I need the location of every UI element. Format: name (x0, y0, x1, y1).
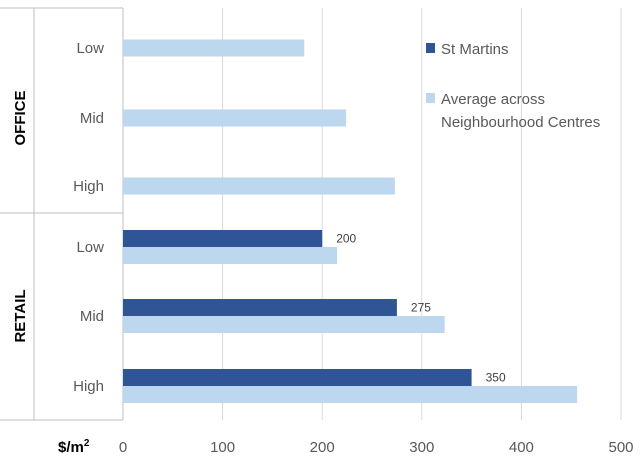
group-label: OFFICE (12, 91, 29, 146)
legend-swatch-st-martins (426, 43, 435, 53)
category-label: High (73, 178, 104, 195)
x-tick-label: 100 (210, 439, 235, 456)
data-label: 275 (411, 301, 431, 315)
category-label: Low (76, 239, 104, 256)
category-labels: Low Mid High Low Mid High (73, 40, 104, 395)
x-tick-label: 0 (119, 439, 127, 456)
bars: 200 275 350 (123, 39, 578, 403)
legend-label-st-martins: St Martins (441, 41, 509, 58)
bar-average (123, 386, 578, 403)
legend: St Martins Average across Neighbourhood Ce… (426, 41, 600, 131)
x-tick-labels: 0 100 200 300 400 500 (119, 439, 634, 456)
x-unit-label: $/m2 (58, 438, 90, 456)
x-tick-label: 400 (509, 439, 534, 456)
bar-average (123, 109, 347, 127)
bar-average (123, 177, 395, 195)
category-label: Mid (80, 308, 104, 325)
category-label: Mid (80, 110, 104, 127)
bar-st-martins (123, 369, 472, 386)
x-tick-label: 300 (409, 439, 434, 456)
legend-swatch-average (426, 93, 435, 103)
category-label: Low (76, 40, 104, 57)
group-label: RETAIL (12, 289, 29, 342)
bar-average (123, 39, 305, 57)
group-labels: OFFICE RETAIL (12, 91, 29, 343)
x-tick-label: 500 (608, 439, 633, 456)
data-label: 200 (336, 232, 356, 246)
gridlines (222, 8, 622, 420)
legend-label-average-line: Average across (441, 91, 545, 108)
bar-st-martins (123, 230, 323, 247)
legend-label-average-line: Neighbourhood Centres (441, 114, 600, 131)
x-tick-label: 200 (310, 439, 335, 456)
axes (0, 7, 124, 421)
bar-average (123, 247, 338, 264)
data-label: 350 (486, 371, 506, 385)
bar-average (123, 316, 445, 333)
category-label: High (73, 378, 104, 395)
bar-st-martins (123, 299, 397, 316)
